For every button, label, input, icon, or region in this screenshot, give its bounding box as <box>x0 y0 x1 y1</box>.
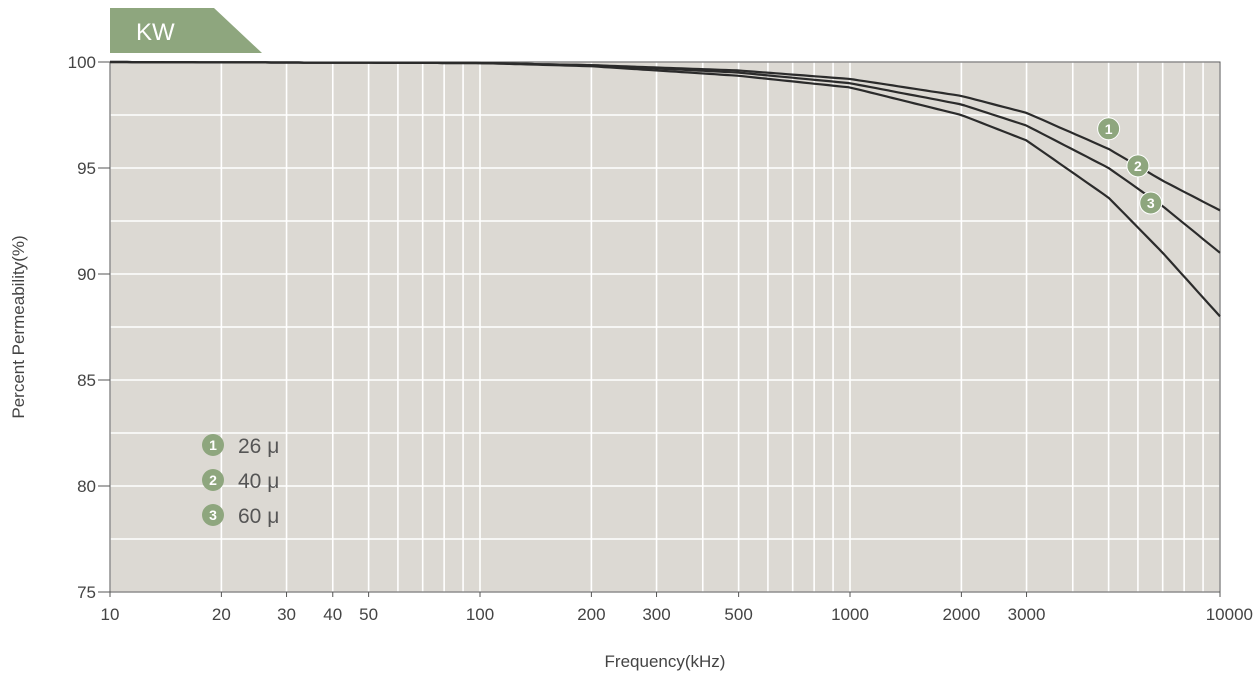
y-tick-label: 85 <box>77 371 96 390</box>
y-tick-label: 95 <box>77 159 96 178</box>
x-tick-label: 1000 <box>831 605 869 624</box>
x-tick-label: 10000 <box>1206 605 1253 624</box>
series-marker-number: 3 <box>1147 195 1155 211</box>
x-tick-label: 20 <box>212 605 231 624</box>
x-tick-label: 300 <box>642 605 670 624</box>
legend-marker-number: 1 <box>209 437 217 453</box>
y-tick-label: 75 <box>77 583 96 602</box>
legend-label: 40 μ <box>238 470 279 493</box>
x-tick-label: 200 <box>577 605 605 624</box>
title-tag-shape <box>110 8 262 53</box>
x-tick-label: 500 <box>724 605 752 624</box>
y-tick-label: 100 <box>68 53 96 72</box>
legend-marker-number: 2 <box>209 472 217 488</box>
y-tick-label: 80 <box>77 477 96 496</box>
chart-title-tag: KW <box>110 8 262 53</box>
series-marker-number: 1 <box>1105 121 1113 137</box>
legend: 1 26 μ 2 40 μ 3 60 μ <box>202 434 279 528</box>
x-axis: 10 20 30 40 50 100 200 300 500 1000 2000 3000 10000 <box>101 592 1253 624</box>
x-axis-title: Frequency(kHz) <box>605 652 726 671</box>
legend-marker-number: 3 <box>209 507 217 523</box>
x-tick-label: 40 <box>323 605 342 624</box>
series-marker-number: 2 <box>1134 158 1142 174</box>
y-axis-title: Percent Permeability(%) <box>9 235 28 418</box>
x-tick-label: 100 <box>466 605 494 624</box>
x-tick-label: 50 <box>359 605 378 624</box>
x-tick-label: 2000 <box>942 605 980 624</box>
x-tick-label: 10 <box>101 605 120 624</box>
chart-title: KW <box>136 19 175 46</box>
legend-label: 26 μ <box>238 435 279 458</box>
y-tick-label: 90 <box>77 265 96 284</box>
legend-label: 60 μ <box>238 505 279 528</box>
y-axis: 100 95 90 85 80 75 <box>68 53 110 602</box>
x-tick-label: 30 <box>277 605 296 624</box>
x-tick-label: 3000 <box>1008 605 1046 624</box>
